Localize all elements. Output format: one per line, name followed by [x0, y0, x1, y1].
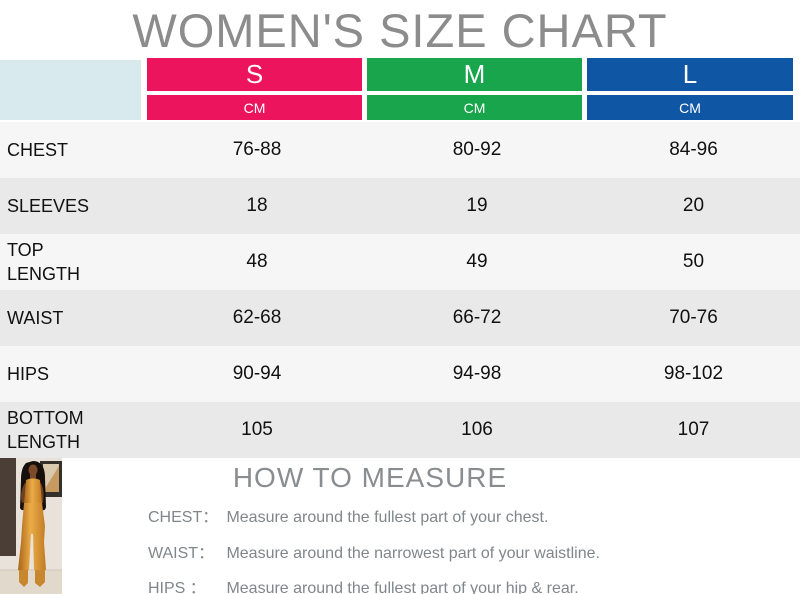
cell-top-length-l: 50 — [682, 251, 705, 272]
cell-hips-l: 98-102 — [663, 363, 724, 384]
cell-top-length-s: 48 — [246, 251, 268, 272]
measure-line-chest: CHEST： Measure around the fullest part o… — [148, 503, 548, 527]
measure-text-waist: Measure around the narrowest part of you… — [226, 545, 600, 562]
cell-sleeves-l: 20 — [682, 195, 705, 216]
row-label: WAIST — [7, 307, 64, 328]
unit-cell-l: CM — [587, 95, 793, 120]
measure-label-hips: HIPS ： — [148, 580, 206, 594]
measure-line-waist: WAIST： Measure around the narrowest part… — [148, 539, 600, 563]
size-header-m: M — [367, 58, 582, 91]
size-header-s: S — [147, 58, 362, 91]
row-label: BOTTOM LENGTH — [7, 407, 84, 452]
cell-bottom-length-m: 106 — [461, 419, 493, 440]
measure-text-chest: Measure around the fullest part of your … — [226, 509, 549, 526]
table-corner-cell — [0, 60, 141, 120]
measure-label-waist: WAIST： — [148, 545, 215, 562]
table-row-sleeves: SLEEVES 18 19 20 — [0, 178, 800, 234]
cell-hips-m: 94-98 — [452, 363, 502, 384]
table-row-bottom-length: BOTTOM LENGTH 105 106 107 — [0, 402, 800, 458]
row-label: HIPS — [7, 363, 50, 384]
cell-chest-s: 76-88 — [232, 139, 282, 160]
table-row-chest: CHEST 76-88 80-92 84-96 — [0, 122, 800, 178]
unit-cell-s: CM — [147, 95, 362, 120]
cell-sleeves-m: 19 — [466, 195, 488, 216]
cell-waist-l: 70-76 — [669, 307, 718, 328]
size-header-l: L — [587, 58, 793, 91]
measure-line-hips: HIPS ： Measure around the fullest part o… — [148, 574, 579, 594]
page-title: WOMEN'S SIZE CHART — [132, 4, 668, 57]
measure-label-chest: CHEST： — [148, 509, 219, 526]
cell-top-length-m: 49 — [466, 251, 488, 272]
cell-waist-m: 66-72 — [452, 307, 502, 328]
model-photo — [0, 458, 62, 594]
cell-waist-s: 62-68 — [232, 307, 282, 328]
row-label: TOP LENGTH — [7, 239, 81, 284]
table-row-hips: HIPS 90-94 94-98 98-102 — [0, 346, 800, 402]
cell-chest-m: 80-92 — [452, 139, 502, 160]
how-to-measure-heading: HOW TO MEASURE — [232, 462, 508, 493]
cell-bottom-length-l: 107 — [677, 419, 710, 440]
cell-sleeves-s: 18 — [246, 195, 268, 216]
unit-cell-m: CM — [367, 95, 582, 120]
cell-hips-s: 90-94 — [232, 363, 282, 384]
cell-chest-l: 84-96 — [669, 139, 718, 160]
table-row-top-length: TOP LENGTH 48 49 50 — [0, 234, 800, 290]
row-label: SLEEVES — [7, 195, 90, 216]
measure-text-hips: Measure around the fullest part of your … — [226, 580, 579, 594]
cell-bottom-length-s: 105 — [241, 419, 273, 440]
row-label: CHEST — [7, 139, 69, 160]
table-row-waist: WAIST 62-68 66-72 70-76 — [0, 290, 800, 346]
